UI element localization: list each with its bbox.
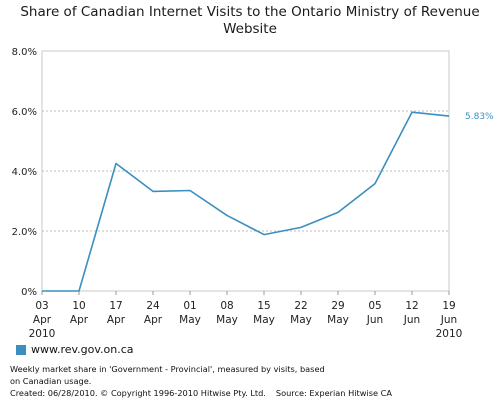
footnote-created: Created: 06/28/2010. © Copyright 1996-20… xyxy=(10,388,266,398)
x-axis-labels: 03 Apr 2010 10 Apr 17 Apr 24 Apr 01 May 08 May 15 May 2… xyxy=(29,300,463,340)
x-axis-ticks xyxy=(41,291,450,295)
x-tick-label: 19 xyxy=(442,300,455,312)
x-tick-label: Jun xyxy=(440,314,457,326)
legend-swatch xyxy=(16,344,26,355)
x-tick-label: 17 xyxy=(109,300,122,312)
x-tick-label: Apr xyxy=(70,314,89,326)
y-tick-label: 0% xyxy=(21,287,37,298)
x-tick-label: Apr xyxy=(144,314,163,326)
x-tick-label: 03 xyxy=(35,300,48,312)
footnote-credits: Created: 06/28/2010. © Copyright 1996-20… xyxy=(10,387,392,399)
x-tick-label: Jun xyxy=(403,314,420,326)
x-tick-label: Apr xyxy=(33,314,52,326)
legend-label: www.rev.gov.on.ca xyxy=(31,343,134,356)
chart-title-line-2: Website xyxy=(223,21,277,37)
x-tick-label: May xyxy=(290,314,312,326)
series-line xyxy=(42,111,450,292)
y-tick-label: 6.0% xyxy=(12,107,37,118)
x-tick-label: May xyxy=(216,314,238,326)
series-end-label: 5.83% xyxy=(465,112,494,122)
footnote: Weekly market share in 'Government - Pro… xyxy=(10,363,392,399)
y-axis-labels: 0% 2.0% 4.0% 6.0% 8.0% xyxy=(12,47,37,298)
x-tick-label: Jun xyxy=(366,314,383,326)
x-tick-label: 10 xyxy=(72,300,85,312)
x-tick-label: May xyxy=(327,314,349,326)
x-tick-label: 24 xyxy=(146,300,160,312)
x-tick-label: 29 xyxy=(331,300,344,312)
x-tick-label: 01 xyxy=(183,300,196,312)
x-tick-label: 22 xyxy=(294,300,307,312)
chart-title-line-1: Share of Canadian Internet Visits to the… xyxy=(20,4,480,20)
x-tick-label: Apr xyxy=(107,314,126,326)
x-tick-label: 08 xyxy=(220,300,233,312)
x-tick-label: 2010 xyxy=(29,328,56,340)
series-group xyxy=(41,111,450,292)
footnote-line-2: on Canadian usage. xyxy=(10,376,92,386)
y-tick-label: 4.0% xyxy=(12,167,37,178)
x-tick-label: May xyxy=(179,314,201,326)
x-tick-label: 15 xyxy=(257,300,270,312)
x-tick-label: 05 xyxy=(368,300,381,312)
footnote-source: Source: Experian Hitwise CA xyxy=(275,388,392,398)
x-tick-label: 12 xyxy=(405,300,418,312)
chart-title: Share of Canadian Internet Visits to the… xyxy=(0,4,500,38)
x-tick-label: 2010 xyxy=(436,328,463,340)
footnote-line-1: Weekly market share in 'Government - Pro… xyxy=(10,364,325,374)
legend: www.rev.gov.on.ca xyxy=(16,343,134,356)
y-tick-label: 8.0% xyxy=(12,47,37,58)
y-tick-label: 2.0% xyxy=(12,227,37,238)
x-tick-label: May xyxy=(253,314,275,326)
